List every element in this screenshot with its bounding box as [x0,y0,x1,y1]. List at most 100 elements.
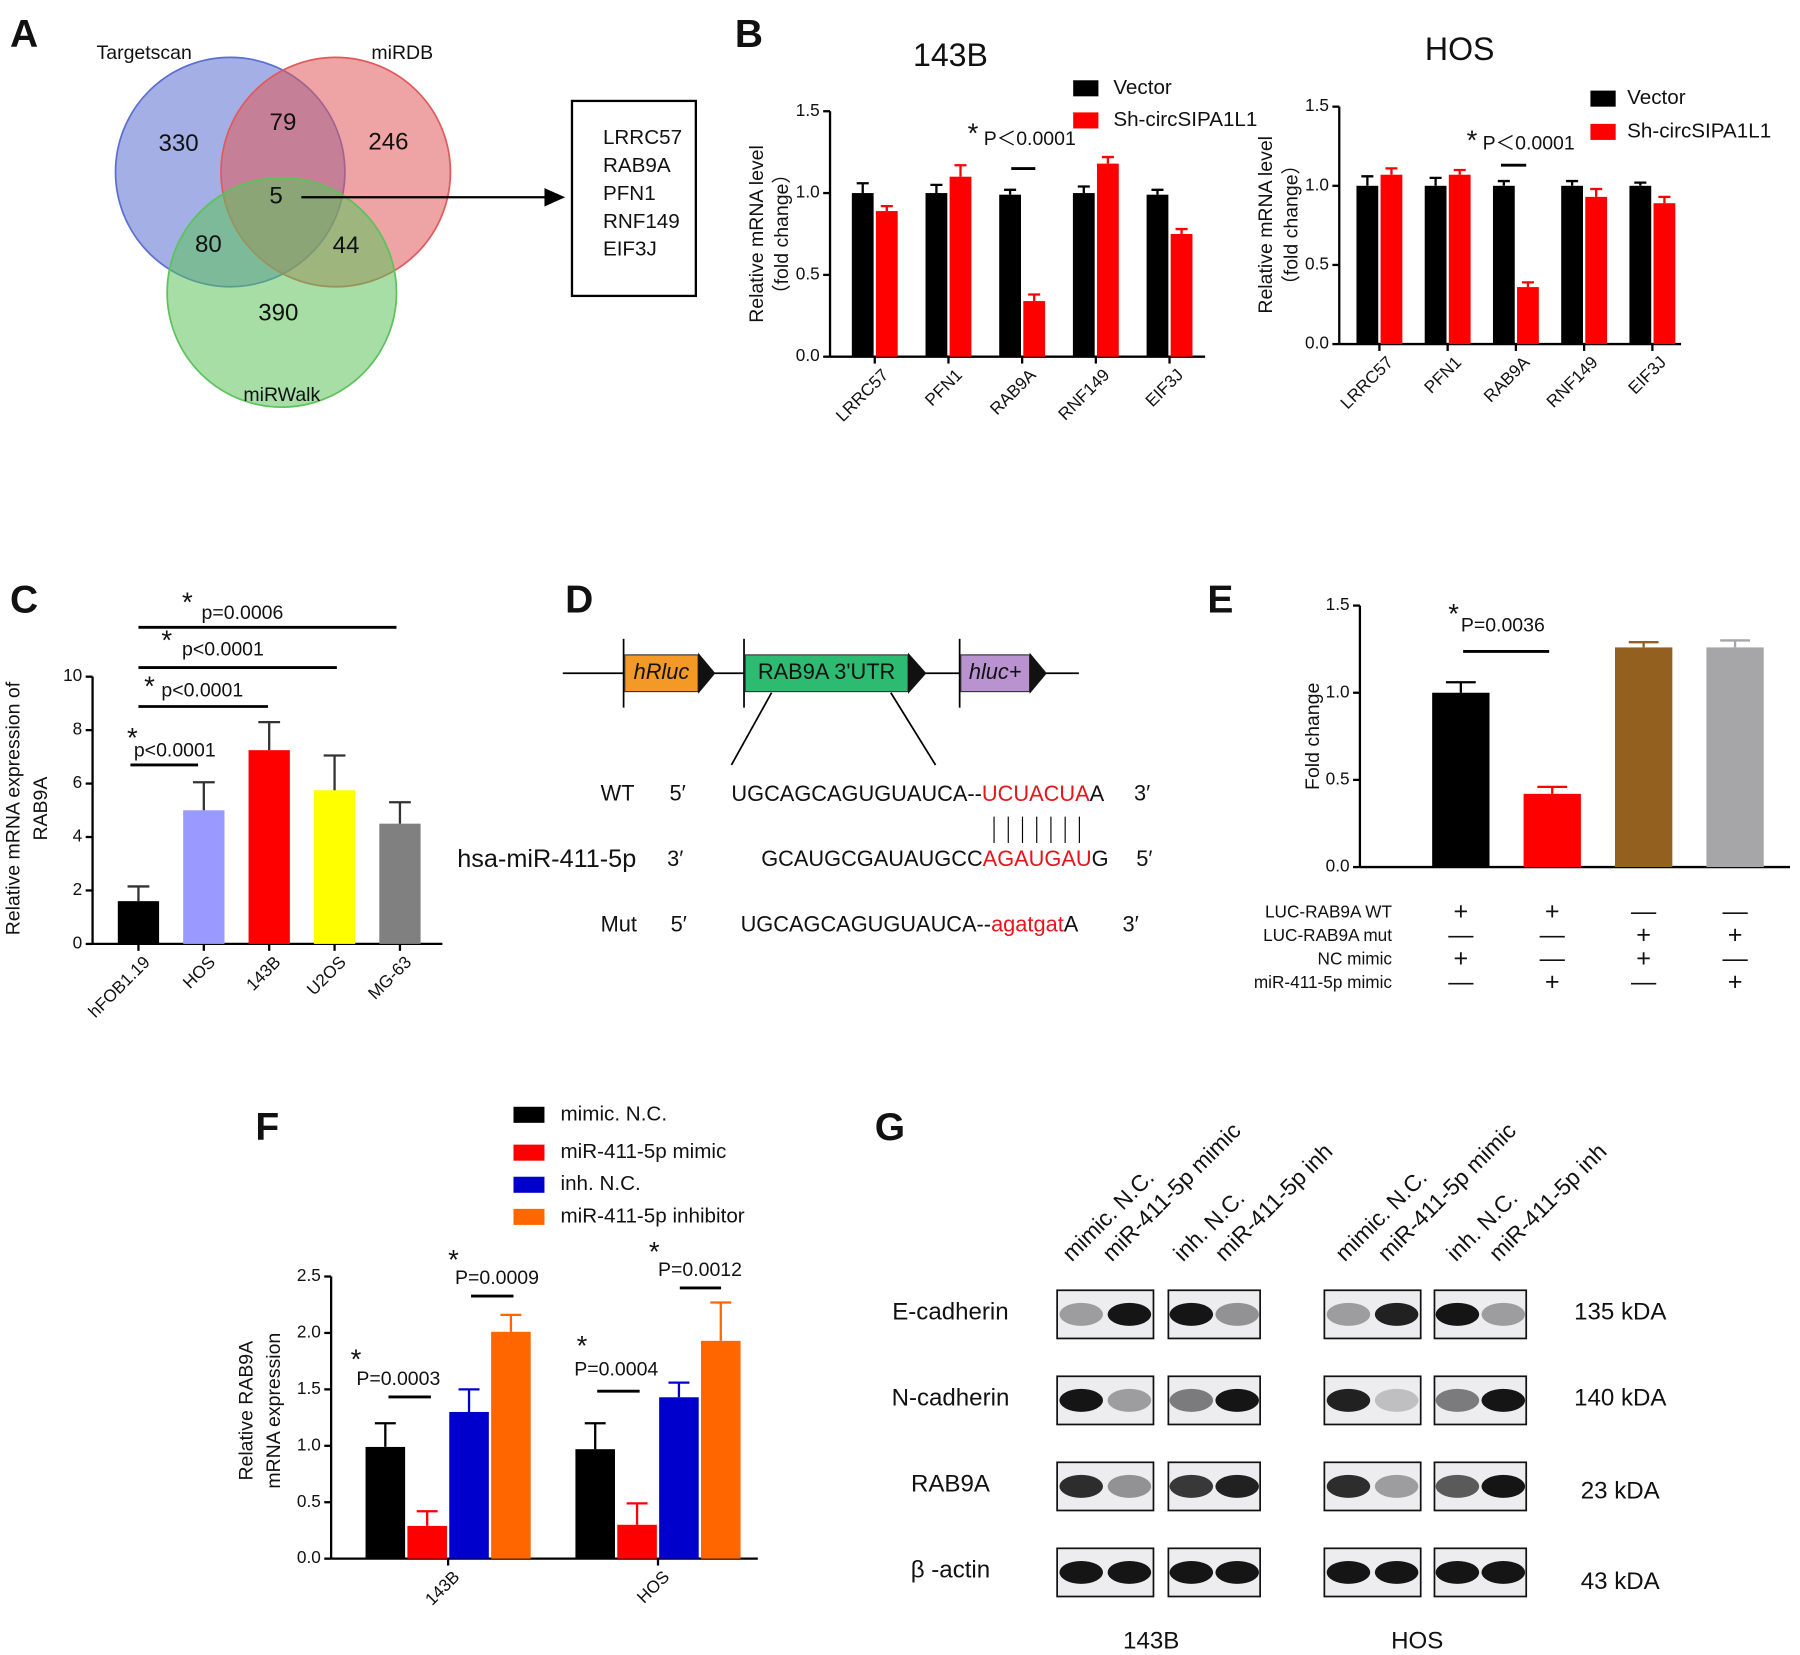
bar [1356,185,1379,345]
bar [1614,647,1673,868]
y-tick-label: 0.0 [1326,856,1350,876]
sequence-label: hsa-miR-411-5p [457,845,636,873]
y-tick-label: 0.0 [1305,333,1329,353]
error-bar [856,182,869,194]
x-tick-label: 143B [242,952,285,995]
error-bar [1175,227,1188,234]
bar [999,194,1021,357]
y-tick-label: 0.5 [297,1491,321,1511]
blot-band [1169,1474,1214,1498]
chart-title: HOS [1425,31,1495,67]
blot-band [1215,1474,1259,1498]
y-tick-label: 0.5 [1305,253,1329,273]
error-bar [626,1502,648,1525]
error-bar [880,205,893,212]
gene-name: EIF3J [603,238,657,261]
y-tick-label: 2.0 [297,1321,321,1341]
y-tick-label: 6 [73,772,83,792]
panel-letter: D [565,578,593,621]
bar [1517,287,1539,345]
condition-sign: — [1631,898,1657,926]
blot-band [1435,1388,1480,1412]
condition-sign: + [1453,898,1468,926]
y-tick-label: 1.5 [297,1378,321,1398]
blot-band [1059,1474,1104,1498]
blot-band [1326,1302,1371,1326]
y-tick-label: 0.0 [297,1547,321,1567]
panel-letter: F [255,1106,279,1149]
p-value: p=0.0006 [202,602,284,624]
sequence-end: 3′ [1134,781,1150,806]
significance-star: * [182,587,193,618]
panel-letter: C [10,578,38,621]
error-bar [374,1422,396,1447]
condition-sign: — [1540,921,1566,949]
bar [1585,196,1608,345]
construct-element [624,654,699,693]
x-tick-label: LRRC57 [832,365,893,426]
gene-name: LRRC57 [603,126,682,149]
error-bar [668,1381,690,1398]
error-bar [1521,281,1534,288]
blot-band [1481,1474,1526,1498]
y-axis-label: Fold change [1302,683,1324,790]
blot-band [1435,1302,1480,1326]
element-label: hRluc [634,659,690,684]
y-tick-label: 0.5 [1326,768,1350,788]
bar [379,823,421,944]
bar [1492,185,1515,345]
error-bar [1151,188,1164,195]
bar [1424,185,1447,345]
blot-band [1326,1474,1371,1498]
blot-band [1326,1560,1371,1584]
error-bar [458,1388,480,1412]
legend-swatch [513,1144,545,1161]
venn-count: 44 [333,232,360,259]
error-bar [1028,293,1041,302]
panel-letter: B [735,13,763,56]
significance-star: * [1448,598,1459,629]
blot-band [1481,1302,1526,1326]
sequence-end: 5′ [1136,846,1152,871]
sequence-end: 3′ [667,846,683,871]
blot-band [1107,1302,1152,1326]
blot-band [1435,1560,1480,1584]
legend-swatch [1590,123,1616,140]
significance-star: * [161,625,172,656]
protein-label: RAB9A [911,1471,991,1498]
condition-sign: — [1722,898,1748,926]
significance-star: * [144,670,155,701]
error-bar [1101,155,1114,164]
y-axis-label: Relative mRNA level [1255,136,1277,314]
error-bar [1497,179,1510,186]
bar [659,1397,699,1559]
blot-band [1481,1560,1526,1584]
error-bar [1004,188,1017,195]
x-tick-label: PFN1 [921,365,966,410]
panel-letter: G [875,1106,905,1149]
y-tick-label: 8 [73,719,83,739]
significance-star: * [577,1330,588,1361]
bar [117,901,160,944]
error-bar [1385,167,1398,175]
bar [313,790,356,944]
x-tick-label: EIF3J [1624,352,1670,398]
bar [851,193,874,357]
sequence-part: UGCAGCAGUGUAUCA-- [731,781,981,806]
error-bar [1720,639,1750,648]
significance-star: * [649,1236,660,1267]
p-value: P=0.0003 [356,1368,440,1390]
bar [449,1411,489,1559]
legend-label: inh. N.C. [561,1172,641,1195]
blot-band [1215,1560,1259,1584]
sequence-part: A [1090,781,1105,806]
y-tick-label: 4 [73,826,83,846]
condition-sign: — [1631,968,1657,996]
bar [1023,301,1046,357]
condition-sign: + [1636,921,1651,949]
p-value: p<0.0001 [182,638,264,660]
venn-circle [166,176,398,409]
error-bar [930,183,943,194]
